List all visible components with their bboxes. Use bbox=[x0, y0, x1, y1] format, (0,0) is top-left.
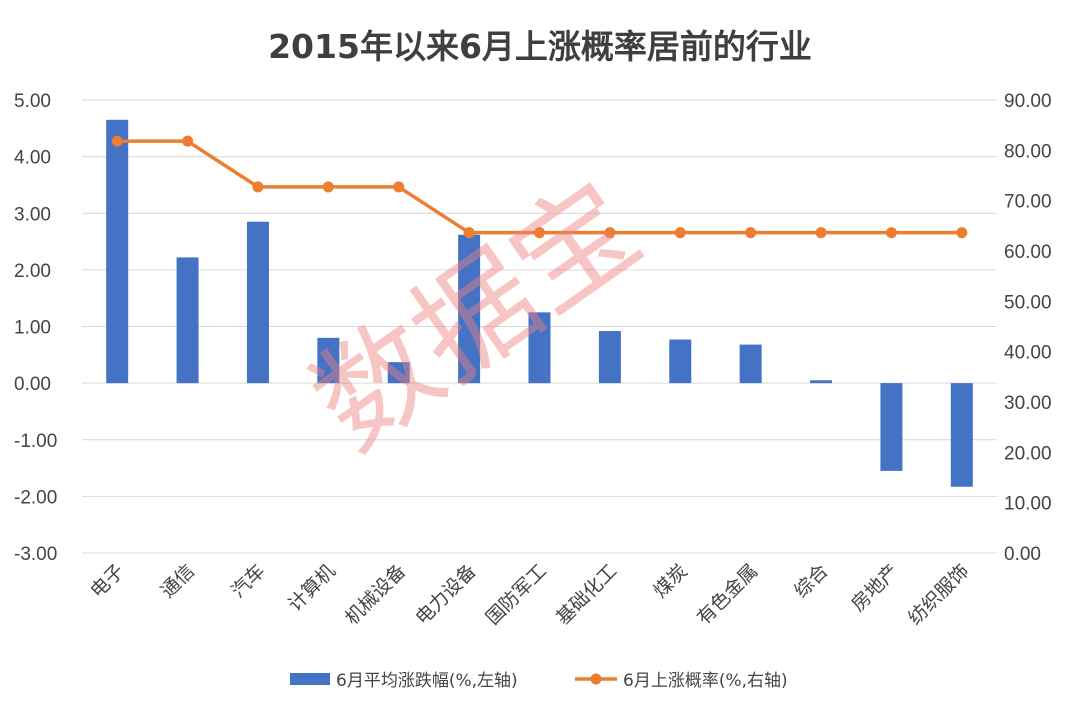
category-label: 计算机 bbox=[284, 560, 340, 616]
category-label: 国防军工 bbox=[482, 560, 551, 629]
legend-line-marker bbox=[590, 673, 602, 685]
category-labels: 电子 通信 汽车 计算机 机械设备 电力设备 国防军工 基础化工 煤炭 有色金属 综合 房地产 纺织服饰 bbox=[86, 560, 973, 629]
line-point bbox=[463, 227, 475, 239]
bar bbox=[739, 344, 762, 384]
line-point bbox=[885, 227, 897, 239]
category-label: 房地产 bbox=[847, 560, 903, 616]
category-label: 纺织服饰 bbox=[904, 560, 973, 629]
right-tick-label: 30.00 bbox=[1004, 393, 1052, 414]
bar bbox=[317, 337, 340, 384]
left-tick-label: 4.00 bbox=[14, 148, 51, 169]
bar bbox=[176, 257, 199, 384]
line-point bbox=[956, 227, 968, 239]
right-tick-label: 50.00 bbox=[1004, 292, 1052, 313]
line-point bbox=[745, 227, 757, 239]
left-tick-label: 3.00 bbox=[14, 204, 51, 225]
watermark: 数据宝 bbox=[289, 157, 664, 477]
right-tick-label: 80.00 bbox=[1004, 141, 1052, 162]
bar bbox=[810, 380, 833, 384]
left-tick-label: 2.00 bbox=[14, 261, 51, 282]
bar bbox=[880, 383, 903, 471]
category-label: 基础化工 bbox=[552, 560, 621, 629]
line-point bbox=[534, 227, 545, 239]
line-point bbox=[393, 181, 405, 193]
line-point bbox=[182, 135, 194, 147]
category-label: 汽车 bbox=[227, 560, 269, 602]
bar bbox=[246, 221, 269, 384]
left-tick-label: 1.00 bbox=[14, 318, 51, 339]
bar bbox=[669, 339, 692, 384]
right-tick-label: 20.00 bbox=[1004, 443, 1052, 464]
legend: 6月平均涨跌幅(%,左轴) 6月上涨概率(%,右轴) bbox=[290, 671, 788, 691]
category-label: 机械设备 bbox=[341, 560, 410, 629]
bar bbox=[528, 312, 551, 384]
category-label: 综合 bbox=[790, 560, 832, 602]
line-point bbox=[815, 227, 827, 239]
category-label: 煤炭 bbox=[649, 560, 691, 602]
bar bbox=[387, 362, 410, 384]
legend-bar-swatch bbox=[290, 673, 330, 685]
category-label: 有色金属 bbox=[693, 560, 762, 629]
right-tick-label: 70.00 bbox=[1004, 192, 1052, 213]
left-tick-label: -3.00 bbox=[14, 544, 57, 565]
bar-series bbox=[106, 119, 973, 487]
bar bbox=[458, 234, 481, 384]
left-axis-ticks: 5.00 4.00 3.00 2.00 1.00 0.00 -1.00 -2.00 -3.00 bbox=[14, 91, 57, 565]
line-point bbox=[252, 181, 264, 193]
left-tick-label: -2.00 bbox=[14, 487, 57, 508]
bar bbox=[598, 331, 621, 384]
line-point bbox=[674, 227, 686, 239]
right-tick-label: 10.00 bbox=[1004, 494, 1052, 515]
line-series bbox=[111, 135, 968, 239]
left-tick-label: 5.00 bbox=[14, 91, 51, 112]
left-tick-label: -1.00 bbox=[14, 431, 57, 452]
category-label: 电力设备 bbox=[411, 560, 480, 629]
right-tick-label: 90.00 bbox=[1004, 91, 1052, 112]
line-point bbox=[111, 135, 123, 147]
line-point bbox=[604, 227, 616, 239]
legend-line-label: 6月上涨概率(%,右轴) bbox=[623, 671, 788, 691]
right-tick-label: 40.00 bbox=[1004, 343, 1052, 364]
bar bbox=[106, 119, 129, 384]
chart-title: 2015年以来6月上涨概率居前的行业 bbox=[268, 27, 812, 66]
legend-bar-label: 6月平均涨跌幅(%,左轴) bbox=[336, 671, 518, 691]
right-axis-ticks: 90.00 80.00 70.00 60.00 50.00 40.00 30.00 20.00… bbox=[1004, 91, 1052, 565]
bar bbox=[950, 383, 973, 487]
right-tick-label: 60.00 bbox=[1004, 242, 1052, 263]
right-tick-label: 0.00 bbox=[1004, 544, 1041, 565]
category-label: 通信 bbox=[157, 560, 199, 602]
category-label: 电子 bbox=[86, 560, 128, 602]
line-point bbox=[322, 181, 334, 193]
left-tick-label: 0.00 bbox=[14, 374, 51, 395]
